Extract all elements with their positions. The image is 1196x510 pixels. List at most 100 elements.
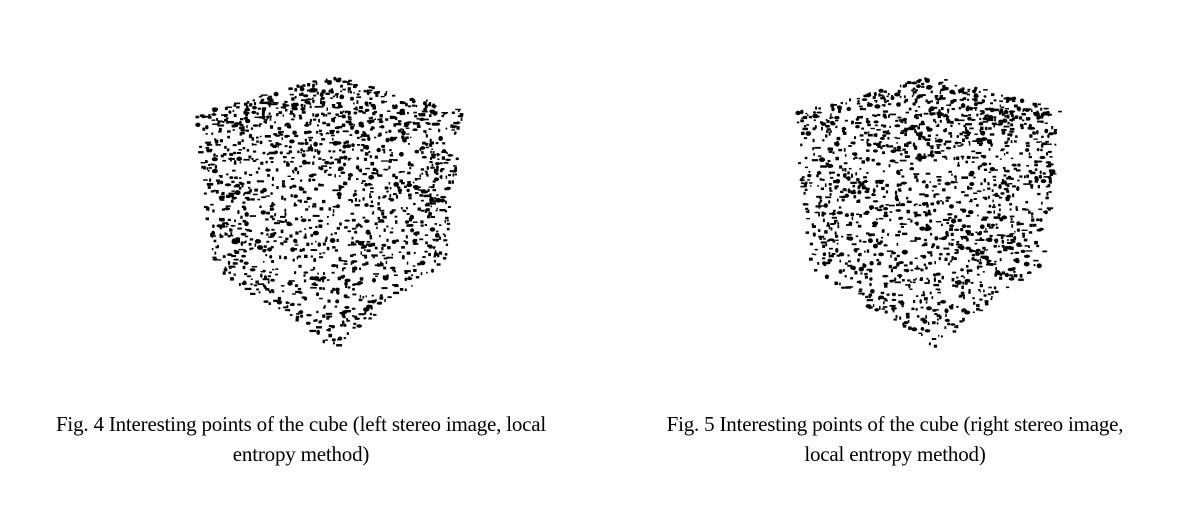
point-mark [941, 107, 944, 111]
point-mark [361, 144, 365, 147]
point-mark [843, 162, 848, 165]
point-mark [960, 275, 965, 278]
point-mark [414, 185, 416, 188]
point-mark [257, 245, 264, 250]
point-mark [248, 242, 252, 246]
point-mark [295, 240, 298, 244]
point-mark [281, 195, 284, 200]
point-mark [419, 194, 424, 197]
point-mark [842, 195, 847, 198]
point-mark [275, 168, 279, 172]
point-mark [431, 186, 435, 189]
point-mark [988, 148, 991, 151]
point-mark [823, 264, 827, 267]
point-mark [419, 238, 424, 241]
point-mark [966, 98, 970, 101]
point-mark [383, 215, 387, 219]
point-mark [942, 188, 946, 192]
point-mark [375, 275, 378, 277]
point-mark [370, 299, 376, 304]
point-mark [824, 124, 831, 128]
point-mark [1009, 208, 1012, 211]
point-mark [337, 276, 341, 281]
figure-5: Fig. 5 Interesting points of the cube (r… [598, 0, 1196, 510]
point-mark [342, 88, 346, 91]
point-mark [861, 127, 865, 130]
point-mark [803, 125, 807, 128]
point-mark [864, 272, 868, 276]
point-mark [409, 166, 412, 170]
point-mark [989, 167, 996, 172]
point-mark [213, 153, 216, 157]
point-mark [848, 221, 853, 226]
point-mark [248, 186, 251, 189]
point-mark [916, 96, 920, 99]
point-mark [392, 173, 396, 178]
point-mark [1028, 108, 1032, 110]
point-mark [962, 87, 965, 90]
point-mark [986, 119, 994, 122]
point-mark [313, 141, 318, 147]
point-mark [249, 174, 253, 176]
point-mark [1013, 270, 1016, 274]
point-mark [913, 145, 918, 150]
point-mark [914, 128, 916, 133]
point-mark [238, 181, 243, 184]
point-mark [930, 90, 933, 94]
point-mark [283, 105, 286, 109]
point-mark [440, 195, 447, 199]
point-mark [319, 166, 324, 171]
point-mark [297, 287, 302, 291]
point-mark [401, 130, 406, 136]
point-mark [312, 118, 317, 121]
point-mark [919, 193, 925, 196]
point-mark [855, 235, 859, 238]
point-mark [311, 242, 313, 245]
point-mark [394, 104, 398, 109]
point-mark [310, 149, 314, 152]
point-mark [289, 234, 293, 238]
point-mark [284, 123, 287, 127]
point-mark [221, 114, 228, 116]
point-mark [868, 92, 871, 95]
point-mark [977, 165, 981, 171]
point-mark [436, 230, 439, 233]
point-mark [994, 260, 997, 263]
point-mark [899, 204, 904, 207]
point-mark [945, 199, 949, 202]
point-mark [441, 156, 446, 160]
point-mark [378, 196, 381, 200]
point-mark [444, 253, 448, 256]
point-mark [269, 204, 273, 208]
point-mark [431, 163, 434, 167]
point-mark [226, 223, 230, 226]
point-mark [428, 128, 432, 130]
point-mark [957, 245, 962, 249]
point-mark [263, 261, 265, 263]
point-mark [960, 208, 964, 211]
point-mark [433, 239, 436, 242]
point-mark [380, 261, 383, 265]
point-mark [309, 119, 312, 122]
point-mark [979, 309, 983, 312]
point-mark [280, 285, 285, 287]
point-mark [977, 214, 979, 217]
point-mark [961, 237, 963, 240]
point-mark [312, 86, 314, 89]
caption-line-1: Fig. 5 Interesting points of the cube (r… [666, 412, 1124, 436]
point-mark [883, 103, 886, 108]
point-mark [398, 190, 402, 194]
point-mark [207, 163, 211, 167]
point-mark [859, 167, 862, 170]
point-mark [928, 101, 931, 104]
point-mark [978, 91, 981, 93]
point-mark [1022, 119, 1025, 122]
point-mark [275, 268, 279, 270]
point-mark [312, 230, 319, 236]
point-mark [914, 110, 918, 112]
point-mark [252, 193, 258, 196]
point-mark [282, 182, 285, 187]
point-mark [244, 273, 248, 276]
point-mark [830, 113, 832, 117]
point-mark [802, 203, 809, 206]
